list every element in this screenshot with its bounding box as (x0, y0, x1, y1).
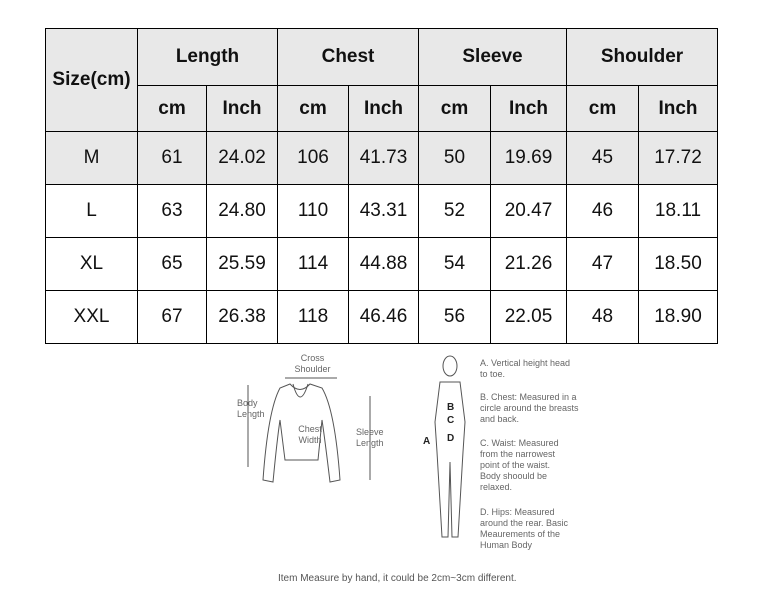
size-header: Size(cm) (45, 28, 138, 132)
value-cell: 44.88 (348, 237, 419, 291)
size-cell: M (45, 131, 138, 185)
letter-b: B (447, 402, 455, 413)
value-cell: 25.59 (206, 237, 278, 291)
value-cell: 118 (277, 290, 349, 344)
unit-header: Inch (206, 85, 278, 132)
value-cell: 18.11 (638, 184, 718, 238)
note-b: B. Chest: Measured in a circle around th… (480, 392, 579, 424)
measure-note: Item Measure by hand, it could be 2cm~3c… (278, 573, 517, 584)
table-row: L 63 24.80 110 43.31 52 20.47 46 18.11 (45, 184, 718, 238)
value-cell: 18.90 (638, 290, 718, 344)
value-cell: 24.80 (206, 184, 278, 238)
note-a: A. Vertical height head to toe. (480, 358, 571, 379)
value-cell: 50 (418, 131, 491, 185)
group-sleeve: Sleeve (418, 28, 567, 86)
table-row: XXL 67 26.38 118 46.46 56 22.05 48 18.90 (45, 290, 718, 344)
note-c: C. Waist: Measured from the narrowest po… (480, 438, 559, 492)
letter-c: C (447, 415, 455, 426)
group-shoulder: Shoulder (566, 28, 718, 86)
value-cell: 41.73 (348, 131, 419, 185)
value-cell: 52 (418, 184, 491, 238)
value-cell: 17.72 (638, 131, 718, 185)
size-cell: XXL (45, 290, 138, 344)
value-cell: 54 (418, 237, 491, 291)
value-cell: 21.26 (490, 237, 567, 291)
value-cell: 67 (137, 290, 207, 344)
value-cell: 63 (137, 184, 207, 238)
table-row: M 61 24.02 106 41.73 50 19.69 45 17.72 (45, 131, 718, 185)
value-cell: 114 (277, 237, 349, 291)
value-cell: 26.38 (206, 290, 278, 344)
unit-header: Inch (638, 85, 718, 132)
size-cell: XL (45, 237, 138, 291)
sweater-diagram (247, 377, 371, 483)
value-cell: 61 (137, 131, 207, 185)
unit-header: cm (418, 85, 491, 132)
value-cell: 24.02 (206, 131, 278, 185)
group-length: Length (137, 28, 278, 86)
value-cell: 20.47 (490, 184, 567, 238)
value-cell: 46.46 (348, 290, 419, 344)
letter-a: A (423, 436, 431, 447)
size-cell: L (45, 184, 138, 238)
group-chest: Chest (277, 28, 419, 86)
value-cell: 22.05 (490, 290, 567, 344)
value-cell: 110 (277, 184, 349, 238)
body-figure (434, 355, 466, 538)
value-cell: 19.69 (490, 131, 567, 185)
value-cell: 56 (418, 290, 491, 344)
unit-header: cm (277, 85, 349, 132)
value-cell: 48 (566, 290, 639, 344)
value-cell: 45 (566, 131, 639, 185)
unit-header: Inch (490, 85, 567, 132)
value-cell: 65 (137, 237, 207, 291)
size-chart-table: Size(cm) Length Chest Sleeve Shoulder cm… (45, 28, 718, 344)
cross-shoulder-label: Cross Shoulder (294, 353, 331, 374)
value-cell: 106 (277, 131, 349, 185)
value-cell: 43.31 (348, 184, 419, 238)
unit-header: cm (137, 85, 207, 132)
unit-header: Inch (348, 85, 419, 132)
note-d: D. Hips: Measured around the rear. Basic… (480, 507, 569, 550)
body-length-label: Body Length (237, 398, 265, 419)
letter-d: D (447, 433, 455, 444)
value-cell: 18.50 (638, 237, 718, 291)
value-cell: 46 (566, 184, 639, 238)
unit-header: cm (566, 85, 639, 132)
value-cell: 47 (566, 237, 639, 291)
sleeve-length-label: Sleeve Length (356, 427, 384, 448)
chest-width-label: Chest Width (298, 424, 322, 445)
table-row: XL 65 25.59 114 44.88 54 21.26 47 18.50 (45, 237, 718, 291)
